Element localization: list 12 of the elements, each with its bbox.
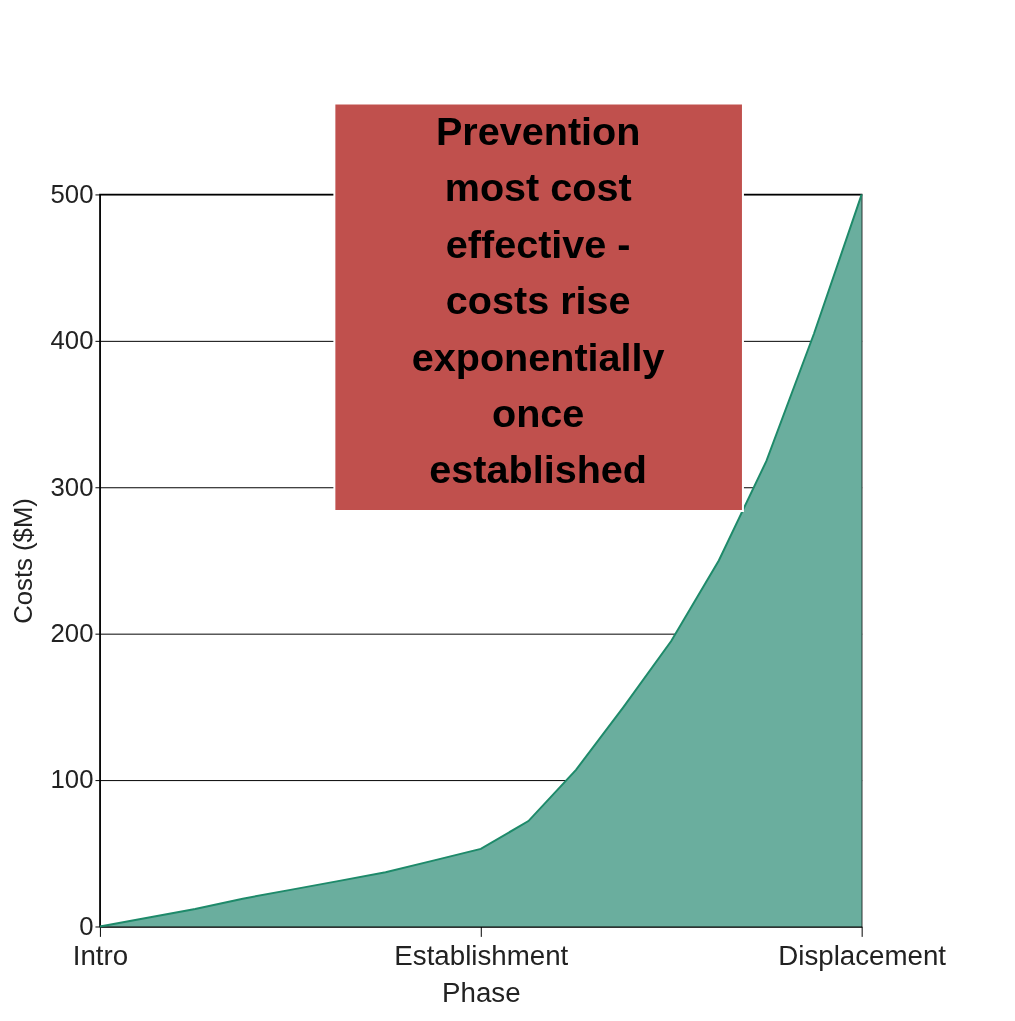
y-tick-label: 200 bbox=[50, 619, 94, 648]
y-tick-label: 500 bbox=[50, 179, 94, 208]
x-tick-label: Establishment bbox=[394, 939, 569, 971]
y-tick-label: 100 bbox=[50, 765, 94, 794]
x-tick-label: Intro bbox=[72, 939, 129, 971]
y-tick-label: 0 bbox=[79, 911, 94, 940]
annotation: Prevention most cost effective - costs rise exponentially once established bbox=[411, 108, 665, 492]
y-axis-title: Costs ($M) bbox=[8, 498, 37, 624]
x-tick-label: Displacement bbox=[778, 939, 947, 971]
x-axis-title: Phase bbox=[442, 977, 521, 1009]
y-tick-label: 400 bbox=[50, 326, 94, 355]
y-tick-label: 300 bbox=[50, 472, 94, 501]
